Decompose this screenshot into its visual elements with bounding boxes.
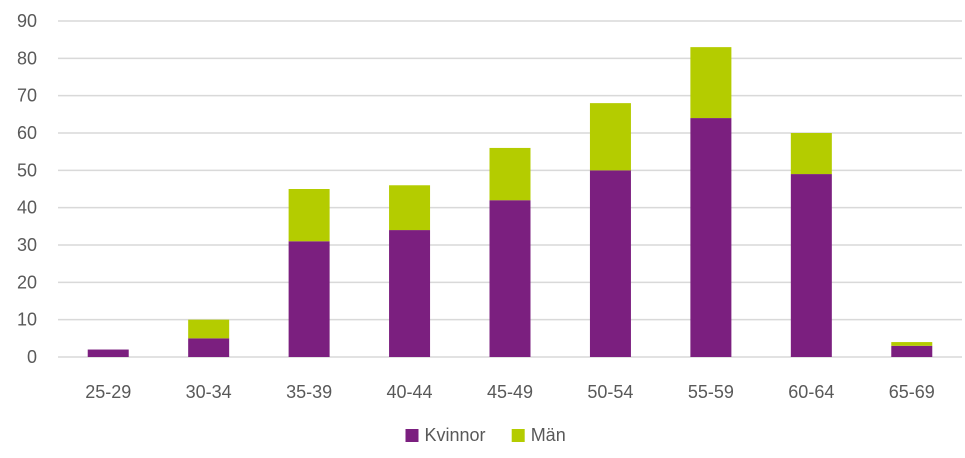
- bar-man-55-59: [690, 47, 732, 119]
- y-tick-label: 70: [17, 86, 37, 106]
- x-tick-label: 30-34: [186, 382, 232, 402]
- bar-kvinnor-65-69: [891, 345, 933, 357]
- y-tick-label: 90: [17, 11, 37, 31]
- bar-kvinnor-30-34: [188, 338, 230, 357]
- y-tick-label: 40: [17, 198, 37, 218]
- legend-swatch-kvinnor: [405, 429, 419, 442]
- y-tick-label: 0: [27, 347, 37, 367]
- x-tick-label: 25-29: [85, 382, 131, 402]
- bar-man-60-64: [790, 133, 832, 175]
- bar-kvinnor-60-64: [790, 174, 832, 357]
- bar-kvinnor-40-44: [389, 230, 431, 357]
- bar-man-30-34: [188, 319, 230, 339]
- legend: Kvinnor Män: [405, 425, 566, 445]
- y-tick-label: 80: [17, 48, 37, 68]
- bars: [87, 47, 933, 357]
- x-axis-ticks: 25-29 30-34 35-39 40-44 45-49 50-54 55-59 60-64…: [85, 382, 935, 402]
- x-tick-label: 55-59: [688, 382, 734, 402]
- y-tick-label: 30: [17, 235, 37, 255]
- bar-man-50-54: [589, 103, 631, 171]
- bar-man-45-49: [489, 147, 531, 201]
- y-tick-label: 20: [17, 272, 37, 292]
- x-tick-label: 35-39: [286, 382, 332, 402]
- x-tick-label: 40-44: [387, 382, 433, 402]
- bar-man-40-44: [389, 185, 431, 231]
- bar-kvinnor-35-39: [288, 241, 330, 357]
- bar-man-35-39: [288, 189, 330, 242]
- x-tick-label: 50-54: [587, 382, 633, 402]
- x-tick-label: 65-69: [889, 382, 935, 402]
- y-axis-ticks: 0 10 20 30 40 50 60 70 80 90: [17, 11, 37, 367]
- x-tick-label: 45-49: [487, 382, 533, 402]
- y-tick-label: 10: [17, 310, 37, 330]
- bar-man-65-69: [891, 342, 933, 346]
- bar-kvinnor-50-54: [589, 170, 631, 357]
- legend-label-kvinnor: Kvinnor: [425, 425, 486, 445]
- legend-swatch-man: [511, 429, 525, 442]
- x-tick-label: 60-64: [788, 382, 834, 402]
- y-tick-label: 50: [17, 160, 37, 180]
- bar-kvinnor-55-59: [690, 118, 732, 357]
- bar-kvinnor-45-49: [489, 200, 531, 357]
- bar-kvinnor-25-29: [87, 349, 129, 357]
- legend-label-man: Män: [531, 425, 566, 445]
- y-tick-label: 60: [17, 123, 37, 143]
